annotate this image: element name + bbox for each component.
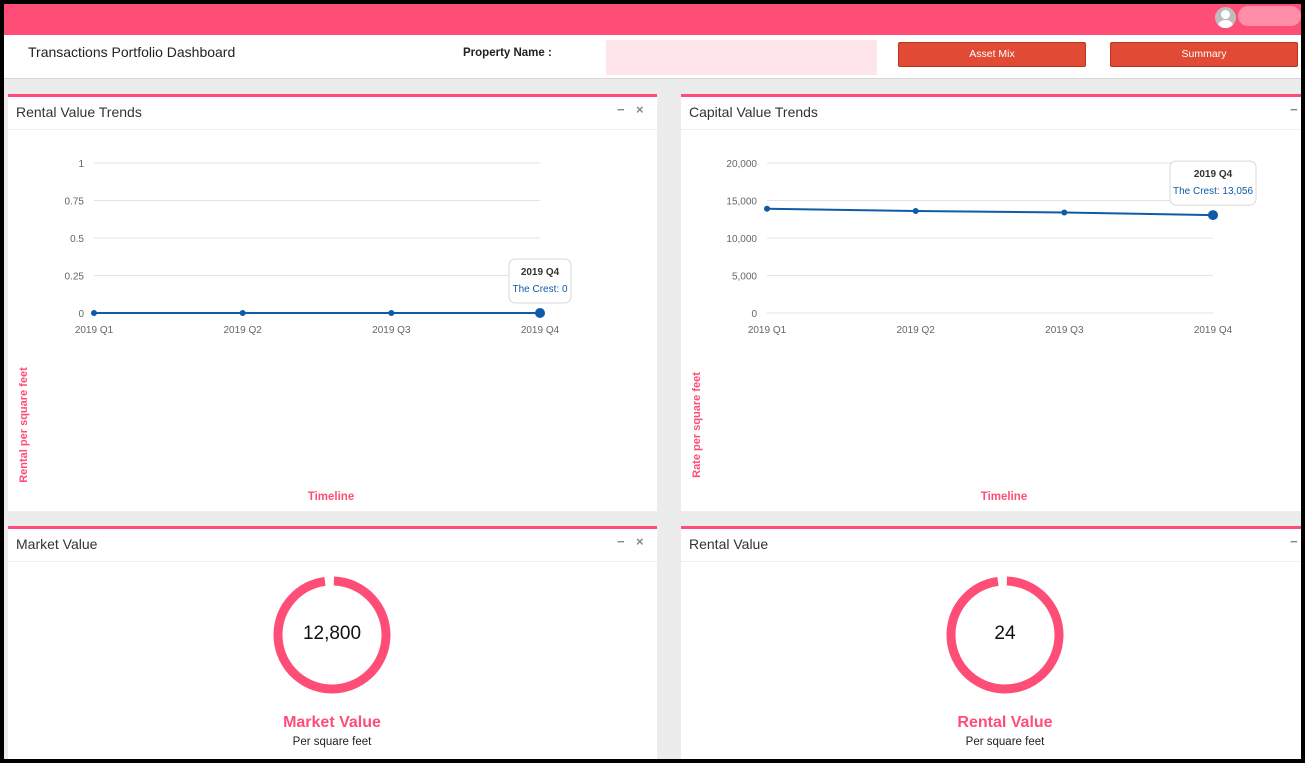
market-value-panel: Market Value − × 12,800 Market Value Per… [8,526,657,759]
chart-tooltip: 2019 Q4 The Crest: 0 [508,258,572,304]
market-value-label: Market Value [283,714,381,731]
capital-trend-chart: 0 5,000 10,000 15,000 20,000 2019 Q1 2019 Q2 20… [691,159,1257,503]
minimize-icon[interactable]: − [617,102,625,117]
chart-tooltip: 2019 Q4 The Crest: 13,056 [1169,160,1257,206]
y-tick-label: 10,000 [726,234,757,245]
close-icon[interactable]: × [636,534,644,549]
rental-value-label: Rental Value [957,714,1053,731]
y-tick-label: 0.75 [65,197,85,208]
panel-title: Capital Value Trends [689,104,818,120]
data-point [388,310,395,316]
panel-header: Rental Value − [681,529,1301,562]
tooltip-value: The Crest: 13,056 [1173,186,1253,197]
minimize-icon[interactable]: − [617,534,625,549]
capital-value-trends-panel: Capital Value Trends − 0 5,000 10,000 15,00… [681,94,1301,511]
rental-value-unit: Per square feet [965,736,1045,748]
market-value-unit: Per square feet [292,736,372,748]
tooltip-title: 2019 Q4 [1194,169,1233,180]
x-tick-label: 2019 Q3 [1045,325,1084,336]
summary-button[interactable]: Summary [1110,42,1298,67]
user-avatar-icon[interactable] [1215,7,1236,28]
tooltip-box [508,258,572,304]
panel-title: Market Value [16,536,98,552]
data-point [764,205,770,212]
y-tick-label: 0 [78,309,84,320]
market-value-gauge [273,576,391,694]
data-point [1208,210,1218,221]
minimize-icon[interactable]: − [1290,534,1298,549]
tooltip-box [1169,160,1257,206]
market-value-number: 12,800 [302,623,362,644]
top-navbar [4,4,1301,35]
x-tick-label: 2019 Q4 [1194,325,1233,336]
tooltip-title: 2019 Q4 [521,267,560,278]
rental-trend-chart: 0 0.25 0.5 0.75 1 2019 Q1 2019 Q2 2019 Q3 2019 Q… [18,159,572,503]
y-tick-label: 15,000 [726,197,757,208]
panel-header: Market Value − × [8,529,657,562]
rental-value-gauge [946,576,1064,694]
x-axis-title: Timeline [981,491,1027,503]
user-menu[interactable] [1238,6,1301,26]
x-tick-label: 2019 Q4 [521,325,560,336]
panel-header: Capital Value Trends − [681,97,1301,130]
x-tick-label: 2019 Q3 [372,325,411,336]
y-axis-title: Rate per square feet [691,372,703,478]
x-tick-label: 2019 Q1 [748,325,787,336]
data-point [1061,209,1068,216]
y-tick-label: 5,000 [732,272,757,283]
x-tick-label: 2019 Q2 [223,325,262,336]
data-point [535,308,545,318]
panel-header: Rental Value Trends − × [8,97,657,130]
series-line [766,207,1214,217]
panel-title: Rental Value [689,536,769,552]
data-point [91,310,97,316]
property-name-label: Property Name : [463,47,552,59]
y-axis-title: Rental per square feet [18,367,30,483]
y-tick-label: 0 [751,309,757,320]
asset-mix-button[interactable]: Asset Mix [898,42,1086,67]
close-icon[interactable]: × [636,102,644,117]
rental-value-panel: Rental Value − 24 Rental Value Per squar… [681,526,1301,759]
data-point [239,310,246,316]
dashboard-frame: Transactions Portfolio Dashboard Propert… [4,4,1301,759]
rental-value-trends-panel: Rental Value Trends − × 0 0.25 0.5 0.75 1 201… [8,94,657,511]
property-name-input[interactable] [606,40,877,75]
x-tick-label: 2019 Q1 [75,325,114,336]
header-bar: Transactions Portfolio Dashboard Propert… [4,35,1301,79]
data-point [912,208,919,214]
y-tick-label: 20,000 [726,159,757,170]
minimize-icon[interactable]: − [1290,102,1298,117]
panel-title: Rental Value Trends [16,104,142,120]
x-tick-label: 2019 Q2 [896,325,935,336]
rental-value-number: 24 [994,623,1016,644]
page-title: Transactions Portfolio Dashboard [28,44,236,60]
x-axis-title: Timeline [308,491,354,503]
y-tick-label: 0.25 [65,272,85,283]
y-tick-label: 0.5 [70,234,84,245]
tooltip-value: The Crest: 0 [512,284,567,295]
y-tick-label: 1 [78,159,84,170]
